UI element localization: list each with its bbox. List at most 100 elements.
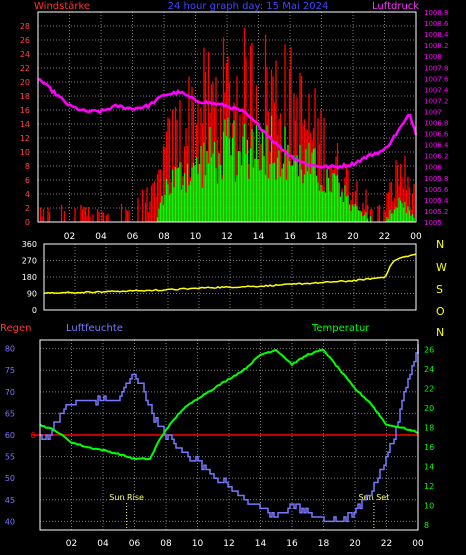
compass-direction-label: W bbox=[436, 261, 447, 274]
temperature-y-tick-label: 18 bbox=[424, 424, 434, 433]
direction-panel-frame bbox=[43, 243, 417, 311]
wind-y-tick-label: 4 bbox=[25, 190, 30, 199]
rain-label: Regen bbox=[0, 323, 32, 334]
wind-y-tick-label: 18 bbox=[20, 92, 30, 101]
pressure-y-tick-label: 1008 bbox=[424, 53, 442, 61]
pressure-y-tick-label: 1006.6 bbox=[424, 131, 449, 139]
humidity-y-tick-label: 80 bbox=[5, 345, 15, 354]
x-tick-label: 22 bbox=[381, 539, 392, 549]
humidity-y-tick-label: 45 bbox=[5, 496, 15, 505]
x-tick-label: 06 bbox=[129, 539, 141, 549]
x-tick-label: 04 bbox=[97, 539, 109, 549]
temperature-line bbox=[39, 348, 419, 461]
x-tick-label: 16 bbox=[284, 232, 296, 242]
wind-pressure-panel: 02 04 06 08 10 12 14 16 18 20 22 000246810121416182… bbox=[20, 9, 449, 242]
direction-y-tick-label: 180 bbox=[22, 273, 37, 282]
pressure-y-tick-label: 1005.8 bbox=[424, 175, 449, 183]
wind-y-tick-label: 10 bbox=[20, 148, 30, 157]
humidity-label: Luftfeuchte bbox=[66, 323, 123, 334]
x-tick-label: 16 bbox=[286, 539, 298, 549]
humidity-y-tick-label: 75 bbox=[5, 366, 15, 375]
pressure-y-tick-label: 1006.2 bbox=[424, 153, 449, 161]
humidity-y-tick-label: 55 bbox=[5, 453, 15, 462]
x-tick-label: 18 bbox=[316, 232, 328, 242]
wind-panel-frame bbox=[37, 11, 417, 223]
humidity-y-tick-label: 70 bbox=[5, 388, 15, 397]
x-tick-label: 12 bbox=[223, 539, 234, 549]
pressure-y-tick-label: 1008.4 bbox=[424, 31, 449, 39]
direction-y-tick-label: 270 bbox=[22, 257, 37, 266]
x-tick-label: 12 bbox=[221, 232, 232, 242]
x-tick-label: 04 bbox=[95, 232, 107, 242]
x-tick-label: 20 bbox=[349, 539, 361, 549]
direction-y-tick-label: 90 bbox=[27, 290, 37, 299]
pressure-y-tick-label: 1008.6 bbox=[424, 20, 449, 28]
pressure-label: Luftdruck bbox=[372, 1, 419, 12]
x-tick-label: 14 bbox=[253, 232, 265, 242]
compass-direction-label: S bbox=[436, 283, 443, 296]
x-tick-label: 08 bbox=[160, 539, 172, 549]
humidity-y-tick-label: 60 bbox=[5, 431, 15, 440]
humidity-y-tick-label: 65 bbox=[5, 409, 15, 418]
temperature-y-tick-label: 14 bbox=[424, 463, 434, 472]
direction-y-tick-label: 360 bbox=[22, 240, 37, 249]
humidity-y-tick-label: 50 bbox=[5, 474, 15, 483]
pressure-y-tick-label: 1005.6 bbox=[424, 186, 449, 194]
temperature-y-tick-label: 8 bbox=[424, 521, 429, 530]
pressure-y-tick-label: 1007.4 bbox=[424, 86, 449, 94]
x-tick-label: 22 bbox=[379, 232, 390, 242]
rain-zero-label: 0 bbox=[30, 431, 35, 440]
wind-y-tick-label: 22 bbox=[20, 64, 30, 73]
x-tick-label: 10 bbox=[190, 232, 202, 242]
temperature-y-tick-label: 10 bbox=[424, 502, 434, 511]
compass-direction-label: O bbox=[436, 305, 445, 318]
pressure-y-tick-label: 1007.6 bbox=[424, 75, 449, 83]
pressure-y-tick-label: 1007.2 bbox=[424, 97, 449, 105]
pressure-y-tick-label: 1007.8 bbox=[424, 64, 449, 72]
sun-event-label: Sun Set bbox=[358, 493, 389, 502]
pressure-line bbox=[37, 78, 418, 170]
pressure-y-tick-label: 1008.8 bbox=[424, 9, 449, 17]
wind-y-tick-label: 12 bbox=[20, 134, 30, 143]
wind-y-tick-label: 20 bbox=[20, 78, 30, 87]
wind-y-tick-label: 16 bbox=[20, 106, 30, 115]
temperature-y-tick-label: 24 bbox=[424, 365, 434, 374]
x-tick-label: 06 bbox=[127, 232, 139, 242]
x-tick-label: 20 bbox=[347, 232, 359, 242]
humidity-line bbox=[40, 344, 419, 523]
x-tick-label: 14 bbox=[255, 539, 267, 549]
wind-y-tick-label: 26 bbox=[20, 36, 30, 45]
temperature-y-tick-label: 12 bbox=[424, 482, 434, 491]
compass-direction-label: N bbox=[436, 238, 444, 251]
wind-y-tick-label: 6 bbox=[25, 176, 30, 185]
pressure-y-tick-label: 1005.2 bbox=[424, 208, 449, 216]
temperature-y-tick-label: 20 bbox=[424, 404, 434, 413]
x-tick-label: 00 bbox=[412, 539, 424, 549]
temperature-y-tick-label: 26 bbox=[424, 346, 434, 355]
wind-speed-label: Windstärke bbox=[34, 1, 90, 12]
wind-y-tick-label: 28 bbox=[20, 22, 30, 31]
temperature-y-tick-label: 22 bbox=[424, 385, 434, 394]
x-tick-label: 10 bbox=[192, 539, 204, 549]
pressure-y-tick-label: 1008.2 bbox=[424, 42, 449, 50]
graph-date-title: 24 hour graph day: 15 Mai 2024 bbox=[168, 1, 329, 12]
compass-direction-label: N bbox=[436, 326, 444, 339]
humidity-y-tick-label: 40 bbox=[5, 517, 15, 526]
wind-y-tick-label: 0 bbox=[25, 218, 30, 227]
x-tick-label: 08 bbox=[158, 232, 170, 242]
wind-y-tick-label: 14 bbox=[20, 120, 30, 129]
x-tick-label: 00 bbox=[410, 232, 422, 242]
pressure-y-tick-label: 1006.4 bbox=[424, 142, 449, 150]
x-tick-label: 18 bbox=[318, 539, 330, 549]
temperature-label: Temperatur bbox=[311, 323, 370, 334]
wind-direction-line bbox=[44, 253, 417, 294]
humidity-panel-frame bbox=[39, 339, 419, 531]
wind-y-tick-label: 2 bbox=[25, 204, 30, 213]
x-tick-label: 02 bbox=[64, 232, 75, 242]
wind-y-tick-label: 8 bbox=[25, 162, 30, 171]
pressure-y-tick-label: 1006.8 bbox=[424, 120, 449, 128]
temperature-y-tick-label: 16 bbox=[424, 443, 434, 452]
